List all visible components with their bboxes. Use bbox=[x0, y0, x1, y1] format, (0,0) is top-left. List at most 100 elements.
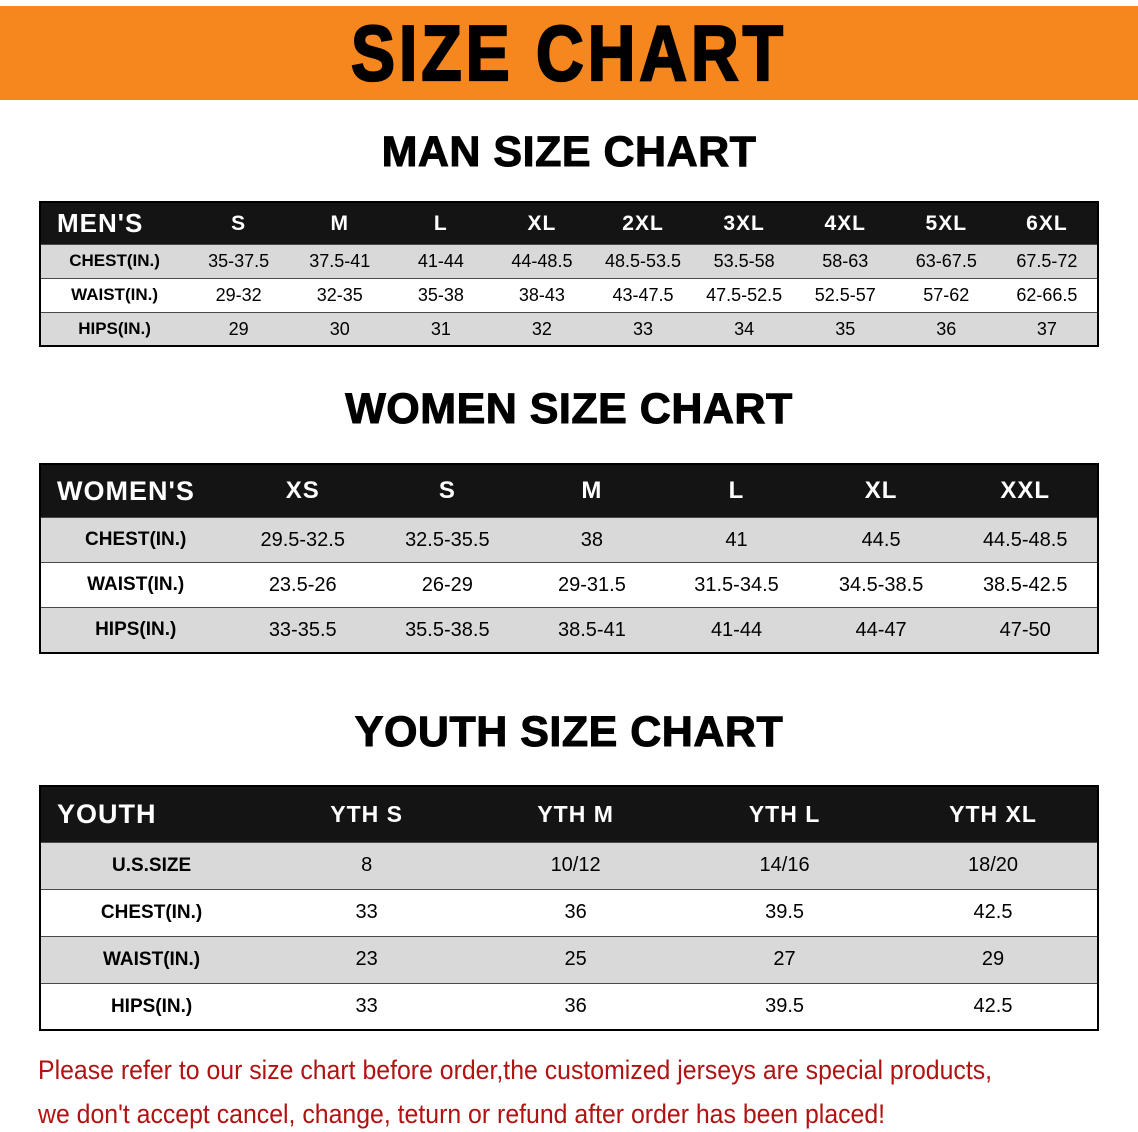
header-row: YOUTH YTH S YTH M YTH L YTH XL bbox=[40, 786, 1098, 843]
size-value-cell: 35 bbox=[835, 318, 856, 339]
size-value-cell: 41-44 bbox=[417, 250, 464, 271]
man-size-table: MEN'S S M L XL 2XL 3XL 4XL 5XL 6XL CHEST(IN.) 35-37… bbox=[39, 201, 1099, 348]
table-title-cell: YOUTH bbox=[40, 786, 263, 843]
size-value-cell: 32.5-35.5 bbox=[405, 528, 490, 551]
measurement-label-cell: CHEST(IN.) bbox=[69, 251, 160, 271]
size-value-cell: 10/12 bbox=[550, 854, 601, 877]
size-value-cell: 35.5-38.5 bbox=[405, 618, 490, 641]
size-header-cell: L bbox=[664, 463, 809, 518]
size-value-cell: 39.5 bbox=[765, 995, 805, 1018]
size-value-cell: 44-48.5 bbox=[511, 250, 573, 271]
size-value-cell: 38-43 bbox=[518, 284, 565, 305]
size-value-cell: 44.5 bbox=[861, 528, 901, 551]
size-value-cell: 29 bbox=[981, 948, 1005, 971]
size-value-cell: 42.5 bbox=[973, 995, 1013, 1018]
table-title-cell: WOMEN'S bbox=[40, 463, 231, 518]
disclaimer-line-2: we don't accept cancel, change, teturn o… bbox=[38, 1098, 886, 1129]
youth-section-heading: YOUTH SIZE CHART bbox=[354, 707, 784, 756]
size-value-cell: 30 bbox=[329, 318, 350, 339]
size-value-cell: 25 bbox=[564, 948, 587, 971]
size-header-cell: 4XL bbox=[794, 202, 896, 245]
size-value-cell: 38.5-41 bbox=[558, 618, 626, 641]
table-title-cell: MEN'S bbox=[40, 202, 189, 245]
size-header-cell: S bbox=[375, 463, 520, 518]
youth-section: YOUTH SIZE CHART YOUTH YTH S YTH M YTH L YTH… bbox=[0, 707, 1138, 1032]
size-value-cell: 34 bbox=[734, 318, 755, 339]
size-value-cell: 41-44 bbox=[710, 618, 763, 641]
size-value-cell: 33 bbox=[355, 995, 378, 1018]
size-header-cell: L bbox=[390, 202, 492, 245]
table-row: U.S.SIZE 8 10/12 14/16 18/20 bbox=[40, 842, 1098, 890]
size-header-cell: YTH S bbox=[262, 786, 472, 843]
size-header-cell: XXL bbox=[953, 463, 1098, 518]
size-value-cell: 37.5-41 bbox=[309, 250, 371, 271]
size-value-cell: 31 bbox=[430, 318, 451, 339]
size-header-cell: XS bbox=[230, 463, 376, 518]
size-value-cell: 44-47 bbox=[855, 618, 907, 641]
size-value-cell: 33-35.5 bbox=[268, 618, 337, 641]
size-value-cell: 35-38 bbox=[417, 284, 464, 305]
size-value-cell: 41 bbox=[725, 528, 748, 551]
size-value-cell: 14/16 bbox=[759, 854, 810, 877]
size-value-cell: 18/20 bbox=[967, 854, 1019, 877]
size-value-cell: 29-31.5 bbox=[558, 573, 626, 596]
size-value-cell: 31.5-34.5 bbox=[694, 573, 779, 596]
size-header-cell: M bbox=[289, 202, 391, 245]
size-header-cell: YTH XL bbox=[889, 786, 1098, 843]
size-header-cell: 2XL bbox=[592, 202, 694, 245]
women-section: WOMEN SIZE CHART WOMEN'S XS S M L XL XXL CHEST(… bbox=[0, 385, 1138, 654]
men-section-heading: MAN SIZE CHART bbox=[381, 127, 757, 176]
measurement-label-cell: WAIST(IN.) bbox=[71, 285, 158, 305]
size-value-cell: 37 bbox=[1036, 318, 1057, 339]
size-value-cell: 38.5-42.5 bbox=[982, 573, 1068, 596]
size-value-cell: 67.5-72 bbox=[1016, 250, 1078, 271]
size-value-cell: 52.5-57 bbox=[814, 284, 876, 305]
table-row: HIPS(IN.) 29 30 31 32 33 34 35 36 37 bbox=[40, 312, 1098, 347]
page-title: SIZE CHART bbox=[350, 8, 787, 98]
size-value-cell: 32-35 bbox=[316, 284, 363, 305]
header-row: WOMEN'S XS S M L XL XXL bbox=[40, 463, 1098, 518]
size-value-cell: 62-66.5 bbox=[1016, 284, 1078, 305]
size-value-cell: 48.5-53.5 bbox=[605, 250, 682, 271]
size-value-cell: 36 bbox=[564, 995, 587, 1018]
title-banner: SIZE CHART bbox=[0, 6, 1138, 100]
size-value-cell: 57-62 bbox=[923, 284, 970, 305]
header-row: MEN'S S M L XL 2XL 3XL 4XL 5XL 6XL bbox=[40, 202, 1098, 245]
table-row: WAIST(IN.) 23.5-26 26-29 29-31.5 31.5-34.5 34… bbox=[40, 562, 1098, 608]
size-value-cell: 42.5 bbox=[973, 901, 1013, 924]
size-value-cell: 33 bbox=[633, 318, 654, 339]
disclaimer-line-1: Please refer to our size chart before or… bbox=[38, 1055, 993, 1086]
size-value-cell: 33 bbox=[355, 901, 378, 924]
table-row: HIPS(IN.) 33-35.5 35.5-38.5 38.5-41 41-44 44-… bbox=[40, 607, 1098, 653]
size-value-cell: 44.5-48.5 bbox=[982, 528, 1068, 551]
size-header-cell: S bbox=[188, 202, 290, 245]
measurement-label-cell: WAIST(IN.) bbox=[103, 948, 201, 970]
size-value-cell: 47.5-52.5 bbox=[706, 284, 783, 305]
youth-size-table: YOUTH YTH S YTH M YTH L YTH XL U.S.SIZE 8 10/12… bbox=[39, 785, 1099, 1032]
size-value-cell: 27 bbox=[773, 948, 796, 971]
size-value-cell: 23.5-26 bbox=[268, 573, 337, 596]
size-value-cell: 34.5-38.5 bbox=[838, 573, 924, 596]
table-row: CHEST(IN.) 29.5-32.5 32.5-35.5 38 41 44.5 44.5… bbox=[40, 517, 1098, 563]
size-value-cell: 29.5-32.5 bbox=[260, 528, 345, 551]
size-header-cell: 5XL bbox=[895, 202, 997, 245]
measurement-label-cell: CHEST(IN.) bbox=[85, 529, 187, 551]
size-value-cell: 36 bbox=[936, 318, 957, 339]
women-section-heading: WOMEN SIZE CHART bbox=[345, 385, 793, 434]
women-size-table: WOMEN'S XS S M L XL XXL CHEST(IN.) 29.5-32.5 32.5… bbox=[39, 462, 1099, 654]
size-value-cell: 29-32 bbox=[215, 284, 262, 305]
size-value-cell: 53.5-58 bbox=[713, 250, 775, 271]
table-row: CHEST(IN.) 33 36 39.5 42.5 bbox=[40, 889, 1098, 937]
size-value-cell: 43-47.5 bbox=[612, 284, 674, 305]
size-value-cell: 23 bbox=[355, 948, 378, 971]
size-value-cell: 58-63 bbox=[822, 250, 869, 271]
size-header-cell: YTH L bbox=[680, 786, 890, 843]
size-value-cell: 47-50 bbox=[999, 618, 1051, 641]
size-value-cell: 29 bbox=[228, 318, 249, 339]
measurement-label-cell: CHEST(IN.) bbox=[100, 901, 203, 923]
size-header-cell: M bbox=[519, 463, 665, 518]
size-header-cell: XL bbox=[491, 202, 593, 245]
size-value-cell: 35-37.5 bbox=[208, 250, 270, 271]
measurement-label-cell: HIPS(IN.) bbox=[78, 319, 151, 339]
